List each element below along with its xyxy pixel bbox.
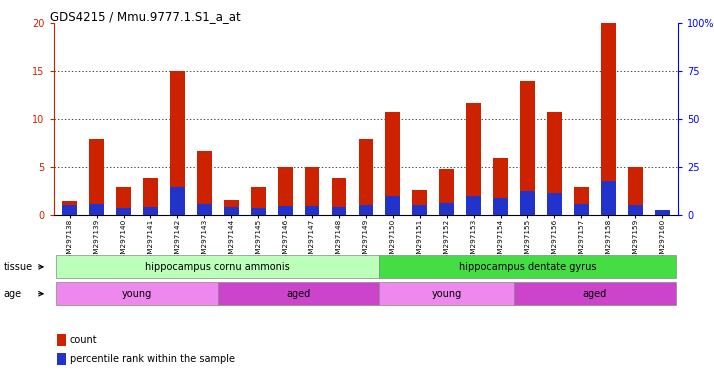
Bar [170,71,185,215]
Text: young: young [122,289,152,299]
Bar [89,139,104,215]
Bar [628,167,643,215]
Bar [278,167,293,215]
Bar [116,208,131,215]
Bar [197,151,212,215]
Bar [547,112,562,215]
Bar [62,205,77,215]
Bar [493,198,508,215]
Bar [466,103,481,215]
Bar [305,167,319,215]
Text: hippocampus cornu ammonis: hippocampus cornu ammonis [146,262,290,272]
Bar [574,204,589,215]
Text: hippocampus dentate gyrus: hippocampus dentate gyrus [459,262,596,272]
Bar [601,182,615,215]
Bar [331,177,346,215]
Bar [143,177,158,215]
Text: young: young [431,289,462,299]
Bar [413,190,427,215]
Bar [439,203,454,215]
Bar [62,200,77,215]
Bar [628,205,643,215]
Bar [466,196,481,215]
Bar [251,187,266,215]
Bar [601,23,615,215]
Bar [278,207,293,215]
Bar [224,200,238,215]
Text: age: age [4,289,21,299]
Bar [331,207,346,215]
Bar [251,208,266,215]
Bar [224,207,238,215]
Bar [386,196,401,215]
Bar [386,112,401,215]
Bar [574,187,589,215]
Text: percentile rank within the sample: percentile rank within the sample [70,354,235,364]
Bar [358,139,373,215]
Bar [547,193,562,215]
Bar [143,207,158,215]
Text: GDS4215 / Mmu.9777.1.S1_a_at: GDS4215 / Mmu.9777.1.S1_a_at [50,10,241,23]
Bar [197,204,212,215]
Text: aged: aged [583,289,607,299]
Text: tissue: tissue [4,262,33,272]
Bar [170,187,185,215]
Bar [655,210,670,215]
Bar [89,204,104,215]
Bar [655,210,670,215]
Bar [439,169,454,215]
Bar [305,207,319,215]
Bar [493,158,508,215]
Text: aged: aged [286,289,311,299]
Bar [520,191,535,215]
Bar [520,81,535,215]
Bar [358,205,373,215]
Bar [413,205,427,215]
Bar [116,187,131,215]
Text: count: count [70,335,98,345]
